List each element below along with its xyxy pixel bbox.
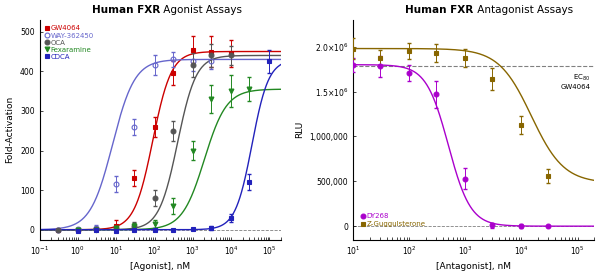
Legend: DY268, Z-Guggulsterone: DY268, Z-Guggulsterone xyxy=(361,213,425,227)
X-axis label: [Antagonist], nM: [Antagonist], nM xyxy=(436,262,511,271)
Text: Antagonist Assays: Antagonist Assays xyxy=(474,6,573,16)
Y-axis label: Fold-Activation: Fold-Activation xyxy=(5,96,14,163)
Legend: GW4064, WAY-362450, OCA, Fexaramine, CDCA: GW4064, WAY-362450, OCA, Fexaramine, CDC… xyxy=(46,25,94,60)
X-axis label: [Agonist], nM: [Agonist], nM xyxy=(130,262,190,271)
Text: EC$_{80}$: EC$_{80}$ xyxy=(574,73,591,83)
Text: GW4064: GW4064 xyxy=(561,84,591,90)
Text: Human FXR: Human FXR xyxy=(92,6,160,16)
Text: Human FXR: Human FXR xyxy=(406,6,474,16)
Y-axis label: RLU: RLU xyxy=(295,121,304,138)
Text: Agonist Assays: Agonist Assays xyxy=(160,6,242,16)
